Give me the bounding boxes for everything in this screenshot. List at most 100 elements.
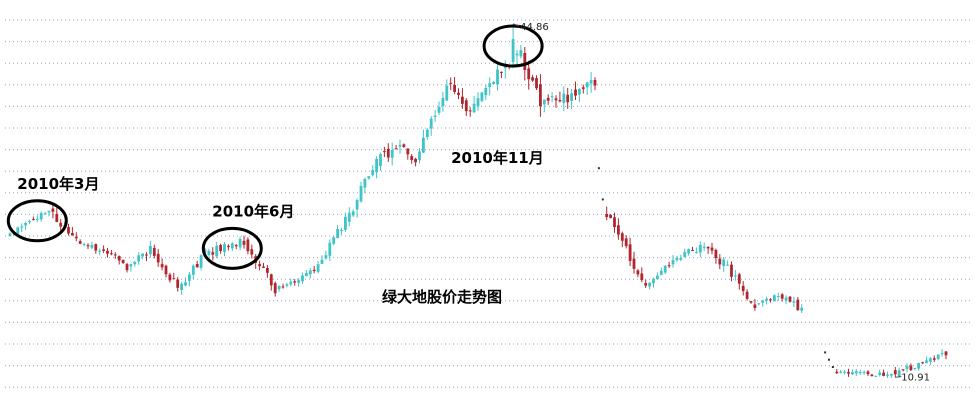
candle-up (35, 218, 39, 220)
annotation-mar-2010: 2010年3月 (17, 175, 99, 193)
candle-up (238, 239, 242, 248)
candle-up (886, 374, 889, 376)
candle-down (737, 274, 741, 284)
candle-up (336, 229, 339, 238)
candle-down (145, 254, 148, 256)
candle-down (250, 249, 254, 255)
candle-down (706, 247, 710, 249)
candle-down (410, 156, 414, 160)
annotation-nov-2010: 2010年11月 (451, 149, 544, 167)
candle-down (609, 215, 612, 219)
candle-up (230, 243, 234, 249)
candle-up (878, 372, 882, 375)
candle-up (542, 99, 546, 105)
candle-up (8, 233, 12, 237)
candle-up (858, 372, 862, 374)
candle-up (98, 250, 102, 252)
candle-up (862, 371, 866, 373)
candle-up (663, 265, 667, 273)
highlight-circles (6, 24, 544, 270)
candle-up (297, 280, 300, 283)
candle-up (199, 255, 203, 268)
candle-up (215, 245, 219, 257)
gap-marker (831, 366, 834, 368)
candle-up (425, 129, 429, 137)
candle-up (550, 96, 554, 98)
min-price-label: 10.91 (901, 372, 930, 383)
candle-down (718, 258, 722, 265)
candle-down (640, 273, 644, 281)
candle-down (870, 374, 874, 376)
candle-down (581, 87, 585, 89)
candle-up (675, 258, 679, 261)
candle-up (515, 53, 519, 56)
candle-down (176, 279, 180, 288)
candle-down (195, 264, 199, 268)
candle-up (929, 358, 932, 362)
candle-up (16, 227, 20, 234)
candle-down (558, 100, 562, 102)
candle-up (277, 285, 281, 290)
extreme-labels (512, 23, 902, 378)
candle-down (944, 351, 948, 356)
candle-down (246, 239, 250, 252)
candle-up (940, 352, 944, 354)
candle-down (613, 217, 616, 228)
candle-up (418, 151, 421, 161)
candle-down (500, 71, 503, 73)
candle-down (457, 92, 460, 95)
candle-down (266, 268, 269, 273)
candle-down (383, 151, 386, 153)
candle-up (82, 244, 86, 245)
candle-up (913, 367, 917, 369)
candle-up (519, 50, 523, 57)
candle-up (207, 250, 211, 255)
candle-up (800, 307, 804, 311)
candle-up (476, 98, 480, 107)
candle-up (363, 178, 367, 188)
candle-up (133, 261, 137, 265)
candle-down (644, 283, 648, 286)
candle-up (683, 252, 687, 258)
candle-down (86, 245, 90, 247)
candle-down (617, 225, 620, 235)
candle-down (527, 68, 531, 80)
candle-down (921, 362, 924, 364)
candle-up (367, 176, 371, 179)
candle-down (74, 236, 78, 239)
candle-up (375, 158, 378, 173)
candle-up (851, 372, 854, 375)
candle-down (312, 269, 316, 271)
candle-up (773, 295, 776, 302)
candle-up (722, 259, 726, 266)
candle-up (936, 354, 940, 360)
candle-down (113, 254, 117, 256)
candle-up (917, 363, 921, 369)
candle-down (539, 84, 542, 107)
candle-down (769, 299, 772, 301)
candle-down (574, 89, 577, 96)
candle-down (156, 253, 160, 263)
candle-up (90, 245, 94, 248)
candle-down (691, 250, 694, 251)
candle-down (160, 264, 164, 268)
candle-down (273, 283, 277, 294)
candle-down (32, 219, 35, 221)
chart-title: 绿大地股价走势图 (382, 288, 502, 306)
candle-down (605, 214, 609, 218)
candle-up (43, 213, 47, 215)
candle-down (753, 304, 757, 308)
candle-up (687, 249, 690, 254)
candle-down (106, 250, 109, 254)
candle-up (511, 39, 515, 62)
candle-down (406, 148, 410, 155)
candle-up (422, 137, 425, 153)
candle-up (843, 371, 846, 373)
candle-up (316, 264, 320, 272)
candle-down (227, 245, 230, 248)
gridlines (5, 19, 972, 388)
highlight-circle (482, 24, 544, 68)
gap-markers (597, 167, 834, 368)
candle-down (67, 227, 70, 234)
candle-up (39, 213, 43, 220)
